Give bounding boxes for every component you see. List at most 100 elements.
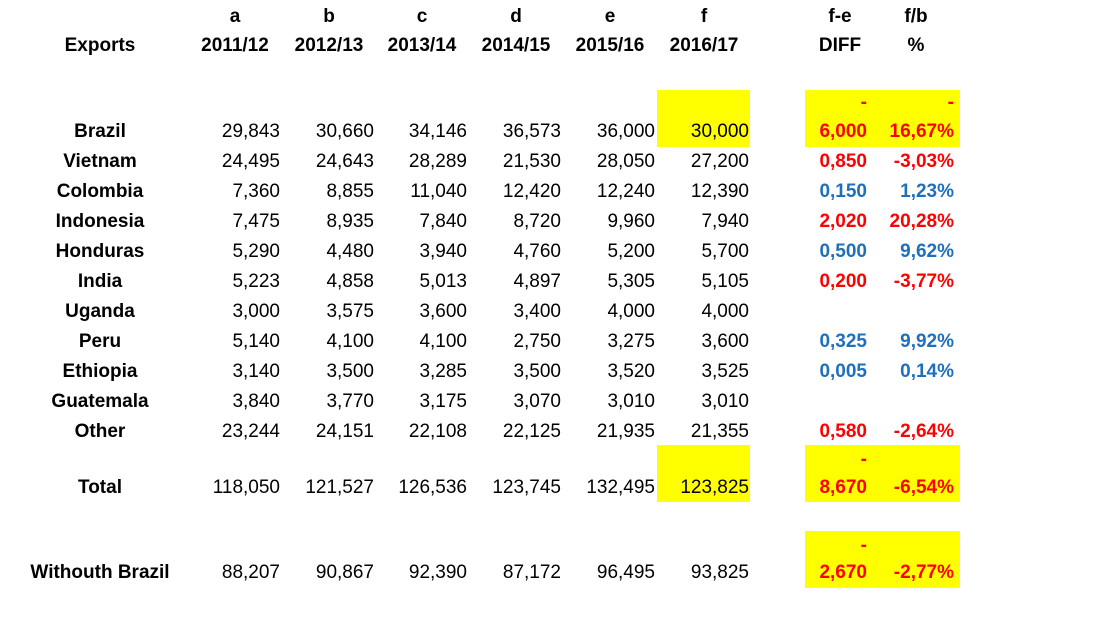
table-cell: 12,420: [502, 181, 561, 202]
highlight-total-diff: [805, 445, 960, 502]
table-cell: 7,840: [419, 211, 467, 232]
country-label: Colombia: [56, 181, 144, 202]
table-cell: 8,720: [513, 211, 561, 232]
table-cell: 7,940: [701, 211, 749, 232]
diff-cell: 0,500: [819, 241, 867, 262]
table-cell: 11,040: [410, 181, 467, 202]
table-cell: 118,050: [212, 477, 280, 498]
table-cell: 22,125: [502, 421, 561, 442]
row-label-header: Exports: [64, 35, 136, 56]
col-letter-a: a: [229, 6, 241, 27]
col-year-a: 2011/12: [201, 35, 269, 56]
table-cell: 3,010: [701, 391, 749, 412]
table-cell: 30,000: [690, 121, 749, 142]
country-label: Ethiopia: [62, 361, 138, 382]
highlight-brazil-2016: [657, 90, 750, 147]
table-cell: 3,010: [607, 391, 655, 412]
pct-cell: 0,14%: [900, 361, 954, 382]
table-cell: 4,000: [607, 301, 655, 322]
pct-cell: -2,77%: [893, 562, 954, 583]
table-cell: 28,050: [596, 151, 655, 172]
table-cell: 5,105: [701, 271, 749, 292]
table-cell: 23,244: [221, 421, 280, 442]
table-cell: 9,960: [607, 211, 655, 232]
table-cell: 3,140: [232, 361, 280, 382]
table-cell: 28,289: [408, 151, 467, 172]
table-cell: 4,100: [326, 331, 374, 352]
table-cell: 3,840: [232, 391, 280, 412]
table-cell: 5,200: [607, 241, 655, 262]
table-cell: 5,700: [701, 241, 749, 262]
table-cell: 7,475: [232, 211, 280, 232]
table-cell: 30,660: [315, 121, 374, 142]
highlight-without-diff: [805, 531, 960, 588]
diff-cell: 0,200: [819, 271, 867, 292]
total-diff-sign: -: [860, 449, 867, 470]
table-cell: 3,000: [232, 301, 280, 322]
table-cell: 22,108: [408, 421, 467, 442]
col-year-f: 2016/17: [669, 35, 739, 56]
col-year-b: 2012/13: [294, 35, 364, 56]
col-letter-b: b: [323, 6, 335, 27]
table-cell: 21,935: [596, 421, 655, 442]
table-cell: 3,940: [419, 241, 467, 262]
diff-header-bottom: DIFF: [818, 35, 862, 56]
diff-cell: 2,670: [819, 562, 867, 583]
without-diff-sign: -: [860, 535, 867, 556]
pct-header-bottom: %: [907, 35, 925, 56]
table-cell: 3,285: [419, 361, 467, 382]
country-label: Honduras: [55, 241, 145, 262]
diff-header-top: f-e: [828, 6, 852, 27]
diff-cell: 0,850: [819, 151, 867, 172]
table-cell: 5,223: [232, 271, 280, 292]
table-cell: 3,525: [701, 361, 749, 382]
table-cell: 126,536: [398, 477, 467, 498]
country-label: Brazil: [74, 121, 126, 142]
table-cell: 4,480: [326, 241, 374, 262]
table-cell: 24,643: [315, 151, 374, 172]
country-label: India: [77, 271, 123, 292]
table-cell: 5,013: [419, 271, 467, 292]
table-cell: 3,070: [513, 391, 561, 412]
pct-header-top: f/b: [904, 6, 928, 27]
table-cell: 21,355: [690, 421, 749, 442]
table-cell: 4,000: [701, 301, 749, 322]
col-letter-c: c: [416, 6, 428, 27]
table-cell: 3,600: [419, 301, 467, 322]
diff-cell: 0,580: [819, 421, 867, 442]
country-label: Indonesia: [55, 211, 145, 232]
pct-cell: -3,03%: [893, 151, 954, 172]
table-cell: 34,146: [408, 121, 467, 142]
pct-cell: 16,67%: [889, 121, 954, 142]
table-cell: 27,200: [690, 151, 749, 172]
table-cell: 5,140: [232, 331, 280, 352]
table-cell: 8,935: [326, 211, 374, 232]
table-cell: 3,600: [701, 331, 749, 352]
table-cell: 3,175: [419, 391, 467, 412]
highlight-total-2016: [657, 445, 750, 502]
table-cell: 5,290: [232, 241, 280, 262]
country-label: Peru: [78, 331, 122, 352]
brazil-diff-sign: -: [860, 92, 867, 113]
country-label: Total: [78, 477, 122, 498]
table-cell: 3,400: [513, 301, 561, 322]
table-cell: 4,858: [326, 271, 374, 292]
table-cell: 7,360: [232, 181, 280, 202]
table-cell: 123,825: [680, 477, 749, 498]
table-cell: 90,867: [315, 562, 374, 583]
table-cell: 5,305: [607, 271, 655, 292]
table-cell: 24,151: [315, 421, 374, 442]
table-cell: 88,207: [221, 562, 280, 583]
pct-cell: 20,28%: [889, 211, 954, 232]
table-cell: 24,495: [221, 151, 280, 172]
table-cell: 4,760: [513, 241, 561, 262]
table-cell: 3,575: [326, 301, 374, 322]
table-cell: 36,000: [596, 121, 655, 142]
country-label: Uganda: [65, 301, 135, 322]
table-cell: 12,390: [690, 181, 749, 202]
pct-cell: -6,54%: [893, 477, 954, 498]
diff-cell: 6,000: [819, 121, 867, 142]
country-label: Withouth Brazil: [30, 562, 170, 583]
country-label: Other: [74, 421, 126, 442]
pct-cell: -2,64%: [893, 421, 954, 442]
